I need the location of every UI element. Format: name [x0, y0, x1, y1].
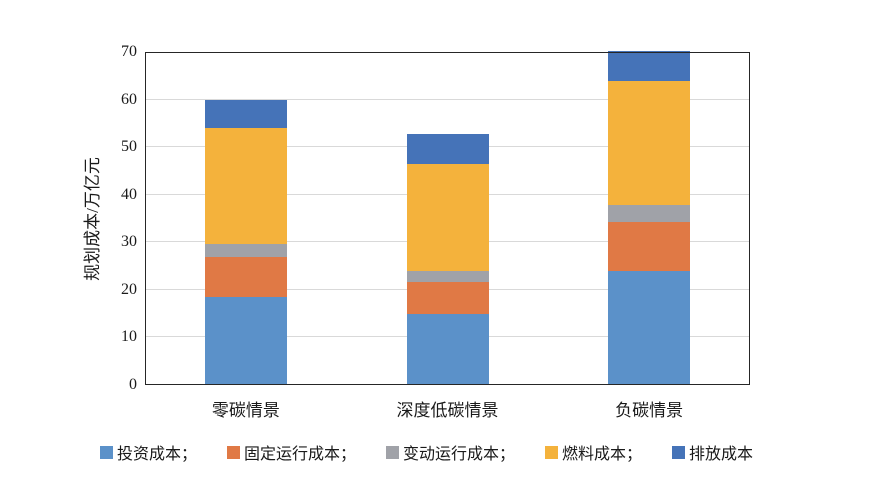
y-tick-label: 0: [129, 376, 137, 393]
bar-segment: [608, 270, 691, 385]
bar-group-1: [204, 99, 287, 385]
legend-label: 燃料成本；: [562, 446, 643, 463]
gridline: [145, 98, 750, 100]
legend-item: 排放成本: [672, 440, 753, 464]
legend-label: 固定运行成本；: [243, 446, 356, 463]
bar-segment: [406, 270, 489, 282]
x-category-label: 负碳情景: [615, 401, 684, 420]
bar-segment: [204, 297, 287, 385]
legend-swatch: [226, 445, 240, 459]
y-tick-label: 40: [121, 185, 137, 203]
bar-segment: [204, 99, 287, 129]
bar-segment: [406, 163, 489, 271]
legend-item: 变动运行成本；: [385, 440, 515, 464]
bar-group-3: [608, 51, 691, 385]
x-category-label: 零碳情景: [211, 401, 280, 420]
legend-swatch: [672, 445, 686, 459]
legend-swatch: [385, 445, 399, 459]
legend-item: 燃料成本；: [545, 440, 642, 464]
legend-label: 排放成本: [689, 446, 754, 463]
bar-segment: [608, 51, 691, 81]
x-category-label: 深度低碳情景: [396, 401, 499, 420]
bar-segment: [608, 205, 691, 223]
bar-segment: [406, 133, 489, 164]
y-tick-label: 70: [121, 43, 137, 60]
bar-segment: [608, 222, 691, 271]
bar-segment: [608, 80, 691, 206]
bar-segment: [204, 243, 287, 257]
chart-legend: 投资成本； 固定运行成本； 变动运行成本； 燃料成本； 排放成本: [0, 440, 879, 464]
legend-swatch: [545, 445, 558, 459]
bar-segment: [204, 128, 287, 244]
legend-label: 变动运行成本；: [402, 446, 515, 463]
legend-item: 固定运行成本；: [226, 440, 356, 464]
bar-segment: [406, 281, 489, 314]
legend-label: 投资成本；: [116, 446, 197, 463]
bar-segment: [204, 256, 287, 297]
y-tick-label: 10: [121, 328, 137, 346]
bar-segment: [406, 313, 489, 385]
y-tick-label: 30: [121, 233, 137, 251]
plot-area: [145, 51, 750, 385]
y-tick-label: 50: [121, 138, 137, 156]
legend-swatch: [99, 445, 113, 459]
y-tick-label: 20: [121, 280, 137, 298]
legend-item: 投资成本；: [99, 440, 197, 464]
y-tick-label: 60: [121, 90, 137, 108]
bar-group-2: [406, 133, 489, 385]
